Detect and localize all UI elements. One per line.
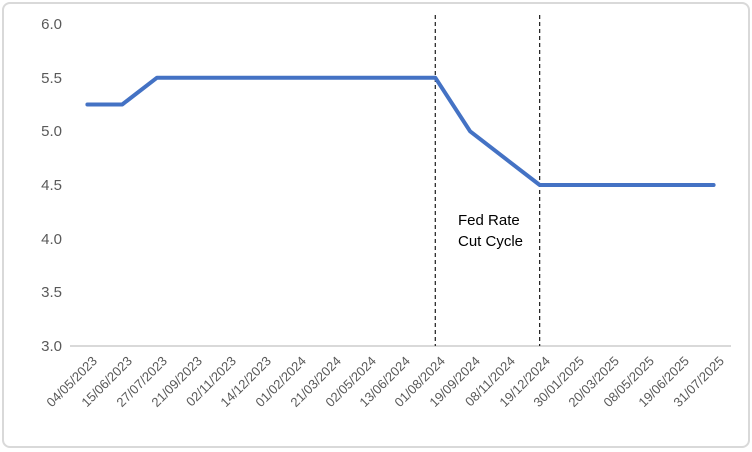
y-tick-label: 3.5 xyxy=(41,284,62,302)
y-tick-label: 5.5 xyxy=(41,69,62,87)
y-tick-label: 6.0 xyxy=(41,16,62,33)
y-tick-label: 3.0 xyxy=(41,338,62,355)
annotation-line-1: Fed Rate xyxy=(458,212,520,229)
y-tick-label: 4.5 xyxy=(41,177,62,194)
annotation-fed-rate-cut-cycle: Fed Rate Cut Cycle xyxy=(458,210,523,252)
annotation-line-2: Cut Cycle xyxy=(458,233,524,250)
y-tick-label: 4.0 xyxy=(41,230,62,248)
y-tick-label: 5.0 xyxy=(41,123,62,141)
rate-series-line xyxy=(85,75,716,187)
plot-area xyxy=(70,15,731,347)
